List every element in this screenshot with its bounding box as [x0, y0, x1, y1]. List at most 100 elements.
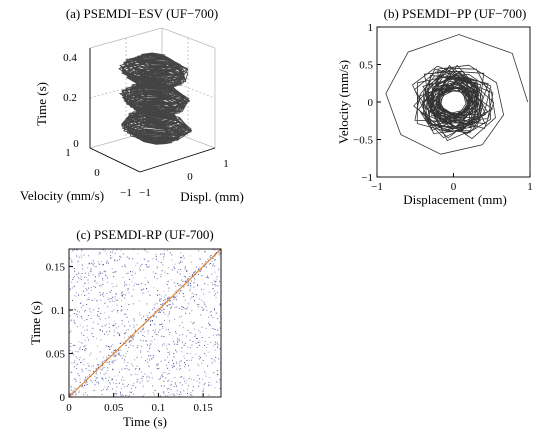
panel-c-point: [168, 319, 170, 321]
panel-c-point: [199, 341, 201, 343]
panel-c-point: [121, 394, 123, 396]
panel-c-point: [176, 393, 178, 395]
panel-c-point: [95, 371, 97, 373]
panel-c-point: [189, 394, 191, 396]
panel-c-point: [78, 392, 80, 394]
panel-c-point: [175, 384, 177, 386]
panel-c-point: [130, 335, 132, 337]
panel-c-points: [69, 249, 222, 398]
panel-c-point: [102, 292, 104, 294]
panel-c-point: [147, 376, 149, 378]
panel-c-point: [82, 370, 84, 372]
panel-c-point: [91, 365, 93, 367]
panel-c-point: [75, 292, 77, 294]
panel-c-point: [181, 351, 183, 353]
panel-c-point: [79, 356, 81, 358]
panel-c-point: [139, 367, 141, 369]
panel-c-point: [174, 377, 176, 378]
panel-c-point: [125, 294, 126, 296]
panel-c-point: [196, 338, 198, 339]
panel-c-point: [110, 255, 111, 257]
panel-c-point: [105, 253, 107, 255]
panel-c-point: [121, 300, 122, 302]
panel-c-point: [70, 330, 72, 332]
panel-c-point: [186, 278, 188, 280]
panel-c-point: [132, 335, 134, 337]
panel-c-point: [213, 290, 215, 292]
panel-c-point: [161, 335, 163, 337]
panel-c-point: [105, 274, 107, 276]
panel-c-point: [163, 290, 165, 292]
panel-c-point: [121, 341, 123, 343]
panel-c-point: [184, 280, 186, 282]
panel-c-point: [173, 393, 175, 395]
panel-c-point: [188, 283, 189, 285]
panel-c-point: [147, 320, 149, 322]
panel-c-point: [155, 256, 157, 258]
panel-c-point: [81, 256, 83, 258]
panel-c-point: [137, 253, 139, 255]
panel-c-point: [110, 383, 111, 385]
panel-c-point: [97, 366, 99, 368]
panel-c-point: [113, 276, 115, 278]
panel-b-xtick-label: 0: [451, 181, 457, 193]
panel-c-point: [161, 374, 163, 376]
panel-c-point: [114, 355, 116, 357]
panel-c-point: [84, 339, 86, 341]
panel-c-point: [208, 291, 210, 293]
panel-c-point: [86, 325, 88, 327]
panel-c-point: [121, 368, 123, 370]
panel-c-point: [141, 263, 143, 265]
panel-c-point: [182, 340, 183, 342]
panel-c-point: [179, 285, 181, 287]
panel-c-point: [194, 271, 196, 273]
panel-c-point: [142, 328, 144, 330]
panel-c-point: [99, 318, 101, 320]
panel-c-point: [219, 321, 221, 323]
panel-c-point: [163, 300, 165, 301]
panel-c-point: [79, 378, 81, 380]
panel-c-point: [170, 307, 172, 309]
panel-c-point: [145, 319, 147, 320]
panel-c-point: [208, 263, 210, 265]
panel-c-point: [139, 269, 141, 271]
panel-c-point: [69, 320, 71, 322]
panel-c-point: [192, 340, 194, 342]
panel-a-ztick-2: 0.4: [63, 52, 77, 64]
panel-c-point: [128, 321, 130, 323]
panel-c-point: [214, 387, 216, 389]
panel-c-point: [180, 393, 182, 395]
panel-c-point: [153, 307, 155, 309]
panel-c-point: [83, 394, 85, 396]
panel-c-point: [73, 321, 75, 323]
panel-c-point: [181, 284, 183, 286]
panel-c-point: [219, 281, 220, 283]
panel-c-point: [176, 306, 178, 308]
panel-c-point: [72, 249, 74, 251]
panel-c-point: [188, 377, 190, 379]
panel-c-point: [164, 299, 166, 301]
panel-c-point: [200, 270, 201, 272]
panel-c-point: [144, 259, 145, 260]
panel-c-point: [174, 263, 176, 265]
panel-c-point: [114, 253, 116, 254]
panel-c-point: [159, 351, 160, 353]
panel-c-point: [185, 269, 186, 271]
panel-c-point: [211, 282, 213, 284]
panel-c-point: [83, 290, 85, 292]
panel-c-point: [152, 330, 154, 331]
panel-c-point: [187, 393, 188, 395]
panel-c-point: [137, 345, 139, 347]
panel-c-point: [152, 385, 154, 387]
panel-c-point: [143, 258, 145, 260]
panel-c-point: [114, 296, 116, 298]
panel-c-point: [111, 298, 112, 300]
panel-c-point: [78, 385, 80, 387]
panel-c-point: [71, 319, 73, 321]
panel-c-point: [168, 287, 170, 289]
panel-c-point: [101, 390, 102, 391]
panel-c-point: [168, 297, 170, 299]
panel-c-point: [213, 372, 215, 374]
panel-c-point: [162, 253, 164, 255]
